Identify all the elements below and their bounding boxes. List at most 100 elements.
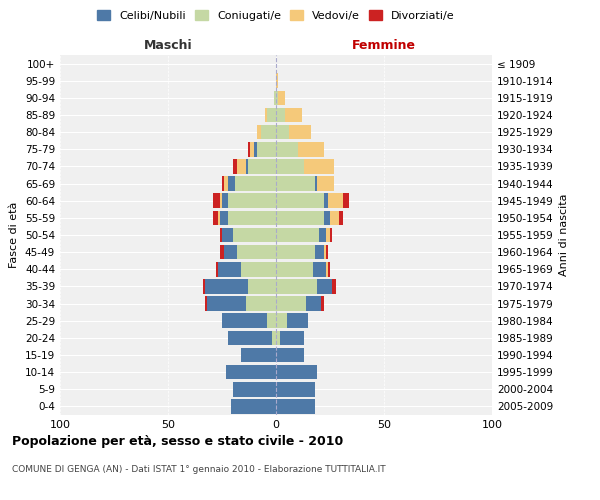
Bar (224, 176, 229, 191)
Bar (229, 176, 235, 191)
Bar (330, 210, 338, 225)
Bar (276, 142, 298, 156)
Bar (207, 296, 246, 311)
Bar (276, 90, 278, 105)
Bar (265, 108, 268, 122)
Bar (268, 108, 276, 122)
Bar (272, 330, 276, 345)
Bar (276, 245, 315, 260)
Bar (322, 296, 323, 311)
Bar (276, 125, 289, 140)
Text: Femmine: Femmine (352, 38, 416, 52)
Bar (229, 210, 276, 225)
Bar (276, 330, 280, 345)
Bar (326, 262, 328, 276)
Bar (257, 142, 276, 156)
Bar (317, 176, 334, 191)
Bar (276, 74, 278, 88)
Bar (276, 399, 315, 413)
Bar (246, 296, 276, 311)
Bar (222, 194, 229, 208)
Bar (237, 159, 246, 174)
Bar (276, 296, 306, 311)
Y-axis label: Fasce di età: Fasce di età (10, 202, 19, 268)
Bar (276, 314, 287, 328)
Bar (250, 142, 254, 156)
Bar (343, 194, 349, 208)
Bar (229, 194, 276, 208)
Bar (328, 262, 330, 276)
Text: Maschi: Maschi (143, 38, 193, 52)
Bar (241, 262, 276, 276)
Bar (248, 279, 276, 293)
Text: Popolazione per età, sesso e stato civile - 2010: Popolazione per età, sesso e stato civil… (12, 435, 343, 448)
Bar (220, 245, 224, 260)
Bar (222, 314, 268, 328)
Bar (220, 228, 222, 242)
Bar (276, 228, 319, 242)
Bar (317, 279, 332, 293)
Bar (230, 399, 276, 413)
Bar (284, 108, 302, 122)
Bar (287, 314, 308, 328)
Bar (276, 262, 313, 276)
Bar (218, 262, 241, 276)
Bar (323, 194, 328, 208)
Bar (276, 348, 304, 362)
Text: COMUNE DI GENGA (AN) - Dati ISTAT 1° gennaio 2010 - Elaborazione TUTTITALIA.IT: COMUNE DI GENGA (AN) - Dati ISTAT 1° gen… (12, 465, 386, 474)
Bar (332, 279, 337, 293)
Bar (315, 176, 317, 191)
Bar (289, 125, 311, 140)
Bar (235, 176, 276, 191)
Bar (218, 210, 220, 225)
Bar (276, 382, 315, 396)
Bar (276, 365, 317, 380)
Bar (313, 262, 326, 276)
Bar (241, 348, 276, 362)
Bar (274, 90, 276, 105)
Bar (276, 194, 323, 208)
Bar (222, 228, 233, 242)
Bar (233, 228, 276, 242)
Bar (323, 210, 330, 225)
Bar (315, 245, 323, 260)
Bar (214, 194, 220, 208)
Bar (214, 210, 218, 225)
Bar (224, 245, 237, 260)
Bar (220, 210, 229, 225)
Bar (338, 210, 343, 225)
Bar (237, 245, 276, 260)
Legend: Celibi/Nubili, Coniugati/e, Vedovi/e, Divorziati/e: Celibi/Nubili, Coniugati/e, Vedovi/e, Di… (95, 8, 457, 23)
Y-axis label: Anni di nascita: Anni di nascita (559, 194, 569, 276)
Bar (304, 159, 334, 174)
Bar (276, 279, 317, 293)
Bar (278, 90, 284, 105)
Bar (254, 142, 257, 156)
Bar (261, 125, 276, 140)
Bar (226, 365, 276, 380)
Bar (246, 159, 248, 174)
Bar (280, 330, 304, 345)
Bar (257, 125, 261, 140)
Bar (248, 142, 250, 156)
Bar (319, 228, 326, 242)
Bar (328, 194, 343, 208)
Bar (233, 382, 276, 396)
Bar (326, 228, 330, 242)
Bar (326, 245, 328, 260)
Bar (220, 194, 222, 208)
Bar (306, 296, 322, 311)
Bar (276, 210, 323, 225)
Bar (330, 228, 332, 242)
Bar (276, 176, 315, 191)
Bar (229, 330, 272, 345)
Bar (268, 314, 276, 328)
Bar (323, 245, 326, 260)
Bar (276, 108, 284, 122)
Bar (203, 279, 205, 293)
Bar (298, 142, 323, 156)
Bar (205, 279, 248, 293)
Bar (222, 176, 224, 191)
Bar (276, 159, 304, 174)
Bar (205, 296, 207, 311)
